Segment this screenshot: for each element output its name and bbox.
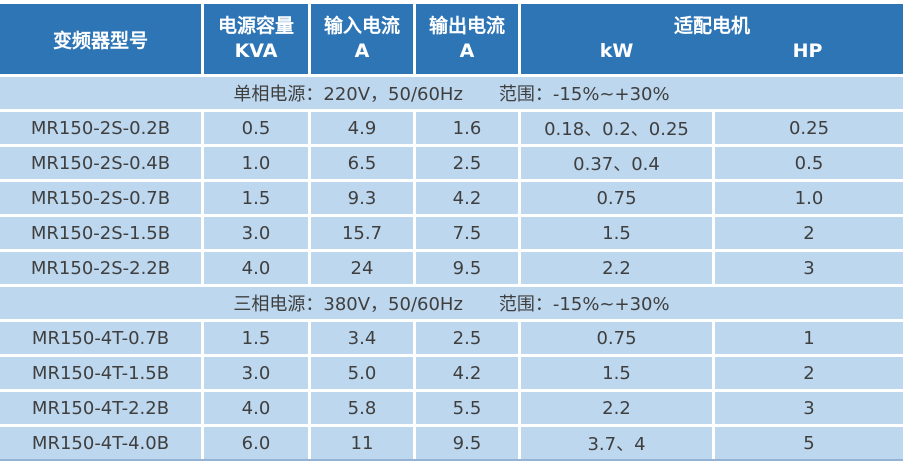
cell-input-a: 6.5 (311, 147, 413, 179)
col-header-hp: HP (792, 40, 823, 62)
cell-input-a: 4.9 (311, 112, 413, 144)
cell-kva: 1.5 (204, 322, 308, 354)
section-row-three-phase: 三相电源：380V，50/60Hz 范围：-15%~+30% (0, 287, 903, 319)
col-header-model-label: 变频器型号 (52, 29, 148, 52)
col-header-model: 变频器型号 (0, 4, 201, 74)
cell-kva: 1.0 (204, 147, 308, 179)
section-power-text: 单相电源：220V，50/60Hz (233, 84, 463, 105)
cell-input-a: 3.4 (311, 322, 413, 354)
section-range-text: 范围：-15%~+30% (498, 294, 670, 315)
cell-hp: 1 (715, 322, 903, 354)
cell-model: MR150-4T-0.7B (0, 322, 201, 354)
col-header-motor-label: 适配电机 (673, 15, 750, 37)
section-range-text: 范围：-15%~+30% (498, 84, 670, 105)
cell-output-a: 2.5 (416, 322, 518, 354)
cell-kva: 0.5 (204, 112, 308, 144)
cell-kw: 0.75 (521, 182, 712, 214)
col-header-capacity: 电源容量 KVA (204, 4, 308, 74)
cell-model: MR150-2S-1.5B (0, 217, 201, 249)
cell-model: MR150-2S-0.4B (0, 147, 201, 179)
cell-kw: 2.2 (521, 392, 712, 424)
cell-output-a: 1.6 (416, 112, 518, 144)
cell-output-a: 7.5 (416, 217, 518, 249)
col-header-kw: kW (599, 40, 634, 62)
cell-model: MR150-4T-4.0B (0, 427, 201, 459)
cell-hp: 3 (715, 392, 903, 424)
cell-input-a: 5.0 (311, 357, 413, 389)
cell-kw: 1.5 (521, 357, 712, 389)
col-header-motor: 适配电机 kW HP (521, 4, 903, 74)
cell-model: MR150-4T-2.2B (0, 392, 201, 424)
cell-kw: 0.37、0.4 (521, 147, 712, 179)
col-header-output-label: 输出电流 (428, 15, 505, 37)
col-header-capacity-unit: KVA (234, 40, 278, 62)
cell-hp: 3 (715, 252, 903, 284)
col-header-capacity-label: 电源容量 (217, 15, 294, 37)
cell-output-a: 2.5 (416, 147, 518, 179)
cell-kva: 4.0 (204, 252, 308, 284)
cell-output-a: 9.5 (416, 252, 518, 284)
cell-output-a: 4.2 (416, 357, 518, 389)
cell-kw: 2.2 (521, 252, 712, 284)
cell-kw: 0.75 (521, 322, 712, 354)
cell-model: MR150-2S-2.2B (0, 252, 201, 284)
cell-kva: 4.0 (204, 392, 308, 424)
col-header-input-unit: A (354, 40, 370, 62)
cell-hp: 5 (715, 427, 903, 459)
cell-output-a: 9.5 (416, 427, 518, 459)
cell-model: MR150-4T-1.5B (0, 357, 201, 389)
cell-hp: 0.5 (715, 147, 903, 179)
cell-model: MR150-2S-0.2B (0, 112, 201, 144)
inverter-spec-table: 变频器型号 电源容量 KVA 输入电流 A 输出电流 A 适配电机 kW HP … (0, 4, 903, 461)
cell-kva: 3.0 (204, 357, 308, 389)
col-header-output-unit: A (459, 40, 475, 62)
cell-model: MR150-2S-0.7B (0, 182, 201, 214)
cell-input-a: 5.8 (311, 392, 413, 424)
cell-input-a: 15.7 (311, 217, 413, 249)
cell-kw: 1.5 (521, 217, 712, 249)
cell-kva: 6.0 (204, 427, 308, 459)
col-header-output-current: 输出电流 A (416, 4, 518, 74)
cell-output-a: 5.5 (416, 392, 518, 424)
cell-kw: 0.18、0.2、0.25 (521, 112, 712, 144)
cell-hp: 2 (715, 217, 903, 249)
cell-input-a: 24 (311, 252, 413, 284)
section-row-single-phase: 单相电源：220V，50/60Hz 范围：-15%~+30% (0, 77, 903, 109)
cell-input-a: 9.3 (311, 182, 413, 214)
col-header-input-current: 输入电流 A (311, 4, 413, 74)
cell-hp: 1.0 (715, 182, 903, 214)
cell-output-a: 4.2 (416, 182, 518, 214)
cell-hp: 0.25 (715, 112, 903, 144)
cell-hp: 2 (715, 357, 903, 389)
cell-kva: 1.5 (204, 182, 308, 214)
cell-kw: 3.7、4 (521, 427, 712, 459)
col-header-motor-units: kW HP (521, 39, 903, 64)
cell-kva: 3.0 (204, 217, 308, 249)
col-header-input-label: 输入电流 (323, 15, 400, 37)
cell-input-a: 11 (311, 427, 413, 459)
section-power-text: 三相电源：380V，50/60Hz (233, 294, 463, 315)
